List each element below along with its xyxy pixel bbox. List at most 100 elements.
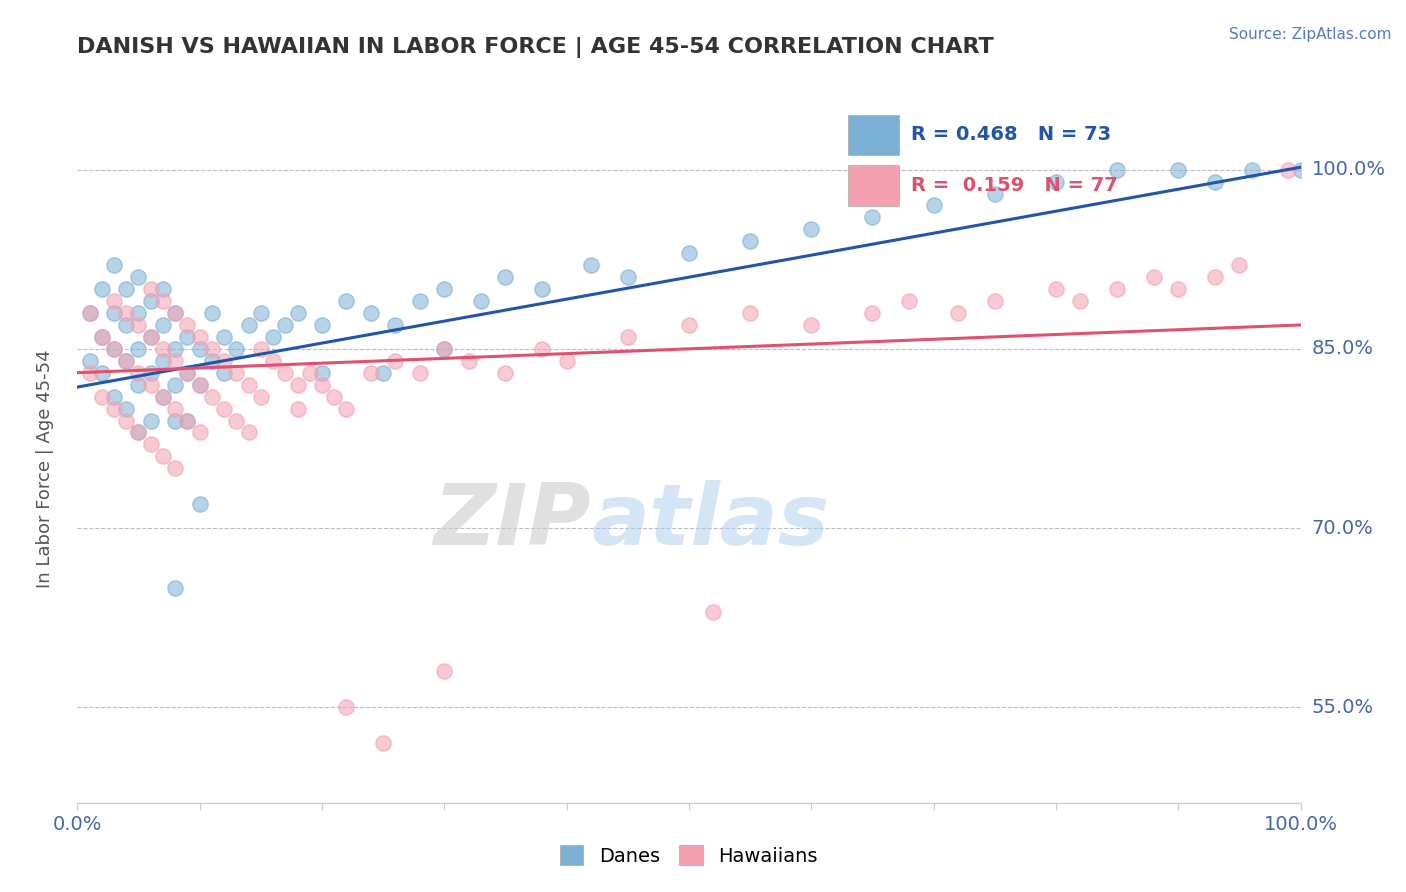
Point [225, 366, 247, 380]
Point [1277, 162, 1299, 177]
Text: 55.0%: 55.0% [1312, 698, 1374, 717]
Point [946, 306, 969, 320]
Point [103, 258, 125, 272]
Point [287, 377, 309, 392]
Point [103, 342, 125, 356]
Point [1107, 162, 1129, 177]
Point [1289, 162, 1312, 177]
Point [617, 270, 640, 285]
Point [90, 330, 112, 344]
Point [531, 342, 554, 356]
Point [165, 306, 187, 320]
Point [287, 401, 309, 416]
Point [139, 293, 162, 308]
Point [139, 366, 162, 380]
Point [335, 293, 357, 308]
Point [678, 246, 700, 260]
Point [90, 366, 112, 380]
Point [212, 330, 235, 344]
Point [127, 306, 149, 320]
Point [127, 377, 149, 392]
Point [740, 235, 762, 249]
Point [1240, 162, 1263, 177]
Point [702, 605, 724, 619]
Point [188, 342, 211, 356]
Point [1167, 282, 1189, 296]
Point [360, 366, 382, 380]
Point [311, 318, 333, 332]
Point [115, 306, 138, 320]
Point [274, 366, 297, 380]
Point [152, 318, 174, 332]
Point [250, 306, 273, 320]
Text: atlas: atlas [591, 480, 830, 564]
Text: 85.0%: 85.0% [1312, 339, 1374, 359]
Point [335, 700, 357, 714]
Point [201, 390, 224, 404]
Point [165, 353, 187, 368]
Point [201, 353, 224, 368]
Point [433, 342, 456, 356]
Point [862, 306, 884, 320]
Point [127, 366, 149, 380]
Point [238, 318, 260, 332]
Point [262, 353, 284, 368]
Point [139, 437, 162, 451]
Point [103, 306, 125, 320]
Point [90, 282, 112, 296]
Point [165, 306, 187, 320]
Point [678, 318, 700, 332]
Point [1107, 282, 1129, 296]
Text: 100.0%: 100.0% [1312, 161, 1386, 179]
Point [433, 665, 456, 679]
Point [274, 318, 297, 332]
Point [371, 736, 394, 750]
Point [139, 377, 162, 392]
Point [115, 282, 138, 296]
Point [409, 366, 432, 380]
Point [139, 330, 162, 344]
Point [495, 366, 517, 380]
Point [1229, 258, 1251, 272]
Point [176, 413, 198, 427]
Point [298, 366, 321, 380]
Point [188, 377, 211, 392]
Point [127, 425, 149, 440]
Point [90, 390, 112, 404]
Point [188, 425, 211, 440]
Point [1204, 270, 1226, 285]
Point [79, 306, 101, 320]
Point [103, 293, 125, 308]
Point [238, 425, 260, 440]
FancyBboxPatch shape [848, 165, 898, 205]
Point [115, 413, 138, 427]
Point [115, 353, 138, 368]
Text: ZIP: ZIP [433, 480, 591, 564]
Point [152, 450, 174, 464]
Point [103, 390, 125, 404]
Point [188, 330, 211, 344]
Point [127, 318, 149, 332]
Point [115, 401, 138, 416]
Point [127, 425, 149, 440]
Point [311, 377, 333, 392]
Point [470, 293, 492, 308]
Legend: Danes, Hawaiians: Danes, Hawaiians [553, 838, 825, 873]
Point [262, 330, 284, 344]
Point [579, 258, 602, 272]
Point [152, 390, 174, 404]
Point [371, 366, 394, 380]
Text: R = 0.468   N = 73: R = 0.468 N = 73 [911, 126, 1111, 145]
Point [1045, 175, 1067, 189]
Point [225, 413, 247, 427]
Point [139, 413, 162, 427]
Point [311, 366, 333, 380]
Point [201, 306, 224, 320]
Point [1143, 270, 1166, 285]
Point [555, 353, 578, 368]
Point [188, 377, 211, 392]
Point [457, 353, 479, 368]
Point [165, 581, 187, 595]
Point [800, 318, 823, 332]
Point [90, 330, 112, 344]
